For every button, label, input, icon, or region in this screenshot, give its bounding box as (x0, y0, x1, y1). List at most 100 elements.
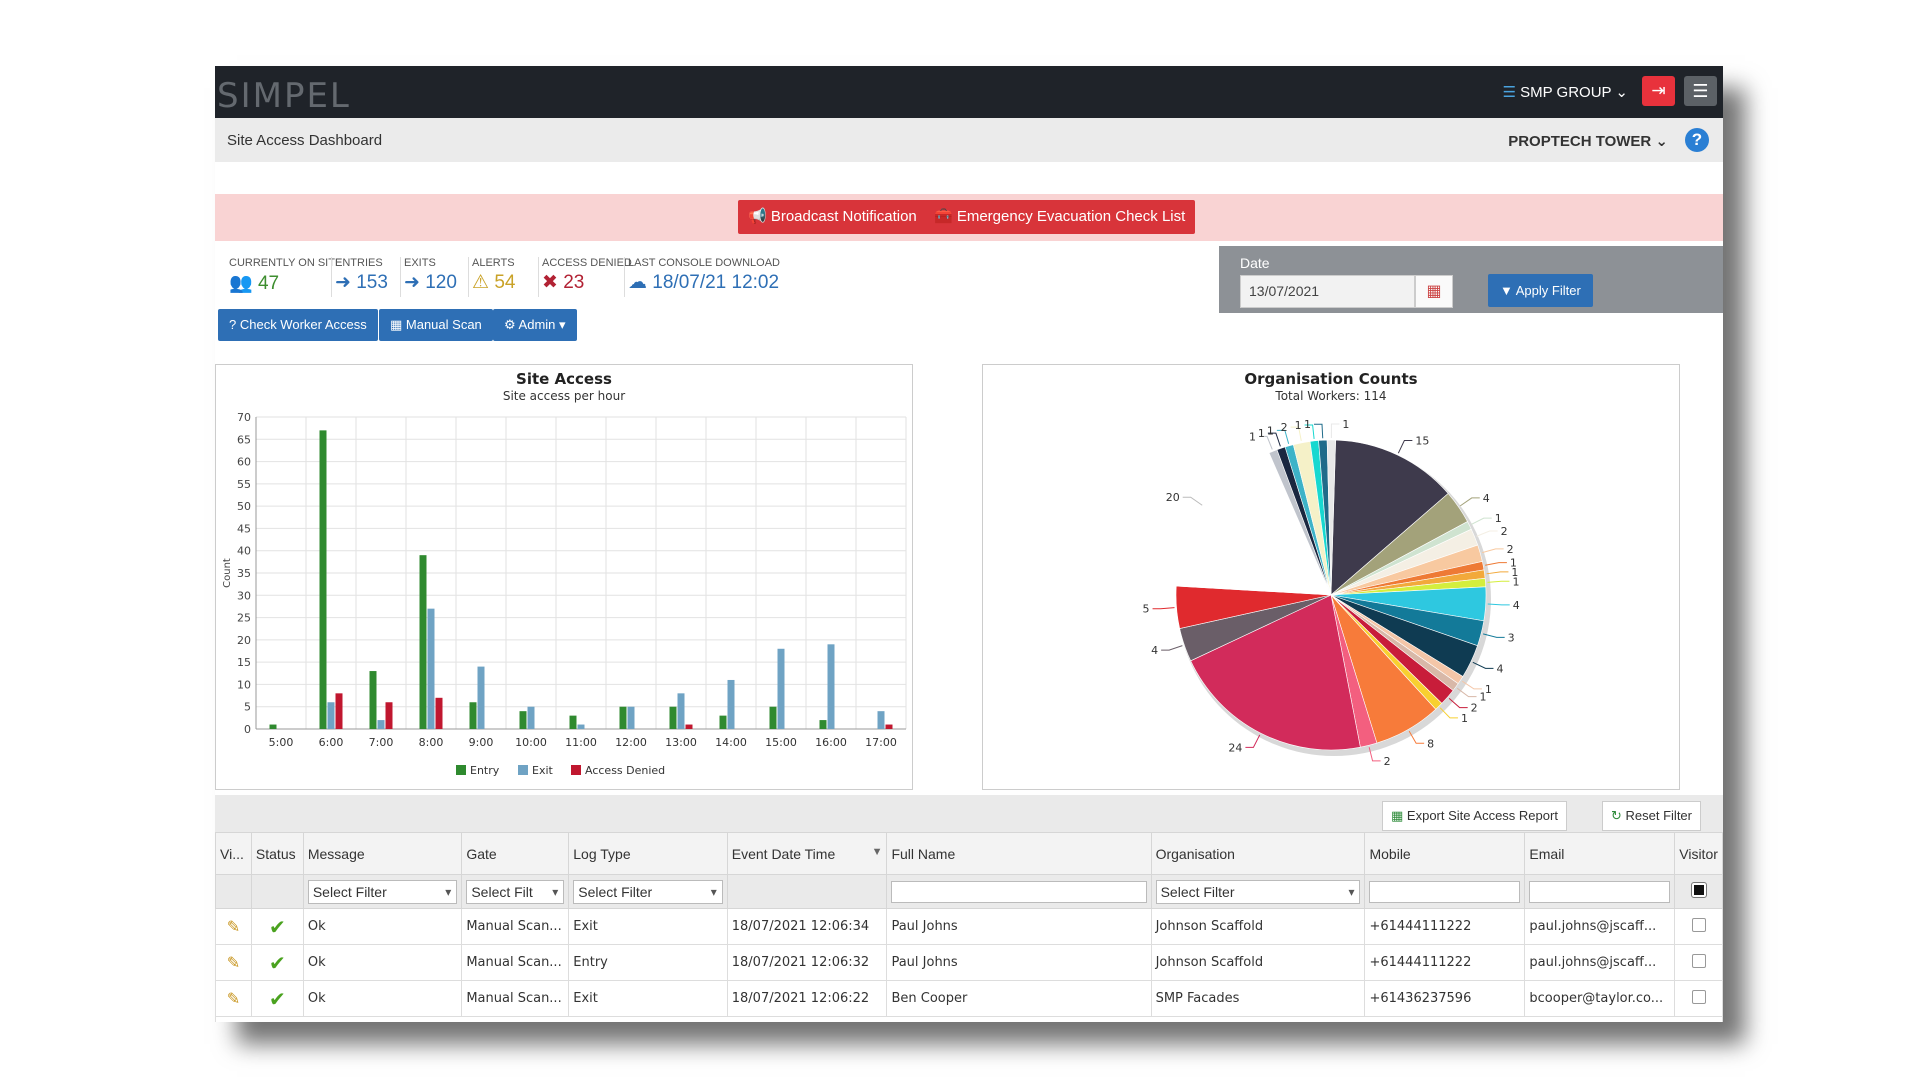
mobile-filter-input[interactable] (1369, 880, 1521, 903)
pie-slice-label: 1 (1480, 691, 1487, 704)
col-view[interactable]: Vi... (215, 832, 252, 875)
col-event-date-time[interactable]: Event Date Time ▼ (726, 832, 888, 875)
col-message[interactable]: Message (302, 832, 463, 875)
admin-dropdown-button[interactable]: ⚙ Admin ▾ (493, 309, 577, 341)
pie-slice (1330, 439, 1449, 596)
visitor-filter-checkbox[interactable] (1690, 882, 1707, 898)
pie-slice-label: 1 (1485, 683, 1492, 696)
pie-label-connector (1397, 440, 1413, 454)
sort-down-icon: ▼ (871, 845, 883, 858)
filter-cell-empty (726, 874, 888, 909)
apply-filter-button[interactable]: ▼ Apply Filter (1488, 274, 1593, 307)
bar-entry (669, 706, 677, 729)
col-visitor[interactable]: Visitor (1674, 832, 1723, 875)
table-row[interactable]: ✎ ✔ Ok Manual Scan... Exit 18/07/2021 12:06:2… (215, 980, 1723, 1017)
bar-entry (619, 706, 627, 729)
help-icon[interactable]: ? (1685, 128, 1709, 152)
export-site-access-report-button[interactable]: ▦ Export Site Access Report (1382, 801, 1567, 831)
email-filter-input[interactable] (1529, 880, 1671, 903)
filter-cell-visitor (1674, 874, 1723, 909)
edit-pencil-icon[interactable]: ✎ (226, 917, 241, 936)
table-row[interactable]: ✎ ✔ Ok Manual Scan... Exit 18/07/2021 12:06:3… (215, 908, 1723, 945)
col-mobile[interactable]: Mobile (1364, 832, 1526, 875)
pie-label-connector (1368, 747, 1381, 762)
col-status[interactable]: Status (250, 832, 304, 875)
visitor-checkbox[interactable] (1691, 989, 1706, 1004)
partial-row-cell (215, 1016, 1723, 1022)
col-email[interactable]: Email (1524, 832, 1676, 875)
simpel-logo[interactable]: SIMPEL (217, 76, 351, 116)
check-mark-icon: ✔ (269, 950, 286, 975)
hamburger-menu-button[interactable]: ☰ (1684, 76, 1717, 106)
stat-label: ACCESS DENIED (542, 257, 632, 269)
stat-number: 47 (257, 273, 280, 294)
edit-pencil-icon[interactable]: ✎ (226, 953, 241, 972)
y-tick-label: 70 (237, 411, 251, 424)
bar-entry (469, 702, 477, 729)
pie-slice-label: 4 (1151, 644, 1158, 657)
pie-label-connector (1304, 424, 1315, 439)
site-selector[interactable]: PROPTECH TOWER ⌄ (1508, 133, 1668, 150)
col-log-type[interactable]: Log Type (568, 832, 728, 875)
status-cell: ✔ (250, 980, 304, 1017)
col-organisation[interactable]: Organisation (1150, 832, 1366, 875)
message-filter-select[interactable]: Select Filter (307, 879, 458, 904)
pie-slice-label: 24 (1228, 741, 1242, 754)
logout-button[interactable]: ⇥ (1642, 76, 1675, 106)
pie-label-connector (1486, 571, 1509, 575)
manual-scan-button[interactable]: ▦ Manual Scan (379, 309, 493, 341)
y-tick-label: 30 (237, 589, 251, 602)
full-name-cell: Paul Johns (886, 944, 1152, 981)
email-cell: bcooper@taylor.co... (1524, 980, 1676, 1017)
stat-separator (331, 257, 332, 297)
calendar-icon: ▦ (1426, 283, 1442, 300)
view-cell: ✎ (215, 980, 252, 1017)
x-tick-label: 17:00 (865, 736, 897, 749)
email-cell: paul.johns@jscaff... (1524, 908, 1676, 945)
stat-label: EXITS (404, 257, 436, 269)
pie-slice-label: 2 (1471, 702, 1478, 715)
bar-access-denied (385, 702, 393, 729)
pie-label-connector (1276, 429, 1290, 444)
gate-cell: Manual Scan... (461, 908, 570, 945)
stat-label: LAST CONSOLE DOWNLOAD (628, 257, 780, 269)
filter-cell-log-type: Select Filter (568, 874, 728, 909)
broadcast-notification-button[interactable]: 📢 Broadcast Notification (738, 200, 927, 234)
pie-chart-title: Organisation Counts (1244, 370, 1417, 388)
stat-number: 153 (356, 272, 388, 293)
edit-pencil-icon[interactable]: ✎ (226, 989, 241, 1008)
pie-label-connector (1290, 426, 1302, 441)
check-mark-icon: ✔ (269, 914, 286, 939)
organisation-filter-select[interactable]: Select Filter (1155, 879, 1361, 904)
event-datetime-cell: 18/07/2021 12:06:32 (726, 944, 888, 981)
org-group-menu[interactable]: ☰ SMP GROUP ⌄ (1503, 83, 1628, 101)
bar-exit (777, 648, 785, 729)
col-full-name[interactable]: Full Name (886, 832, 1152, 875)
x-tick-label: 10:00 (515, 736, 547, 749)
site-access-grid: ▦ Export Site Access Report ↻ Reset Filt… (215, 795, 1723, 1022)
date-input[interactable]: 13/07/2021 (1240, 275, 1415, 308)
check-worker-access-button[interactable]: ? Check Worker Access (218, 309, 378, 341)
emergency-evacuation-button[interactable]: 🧰 Emergency Evacuation Check List (924, 200, 1196, 234)
stat-label: ALERTS (472, 257, 515, 269)
stat-label: ENTRIES (335, 257, 383, 269)
bar-access-denied (885, 724, 893, 729)
full-name-filter-input[interactable] (891, 880, 1147, 903)
pie-slice-label: 1 (1510, 557, 1517, 570)
gate-filter-select[interactable]: Select Filt (466, 879, 565, 904)
visitor-checkbox[interactable] (1691, 953, 1706, 968)
log-type-filter-select[interactable]: Select Filter (573, 879, 723, 904)
table-row[interactable]: ✎ ✔ Ok Manual Scan... Entry 18/07/2021 12:06:… (215, 944, 1723, 981)
stat-item: CURRENTLY ON SITE 👥 47 (229, 257, 342, 295)
visitor-checkbox[interactable] (1691, 917, 1706, 932)
message-cell: Ok (302, 980, 463, 1017)
gate-cell: Manual Scan... (461, 944, 570, 981)
pie-label-connector (1487, 580, 1510, 583)
col-gate[interactable]: Gate (461, 832, 570, 875)
log-type-cell: Entry (568, 944, 728, 981)
stat-separator (538, 257, 539, 297)
reset-filter-button[interactable]: ↻ Reset Filter (1602, 801, 1701, 831)
bar-access-denied (685, 724, 693, 729)
calendar-button[interactable]: ▦ (1415, 275, 1453, 308)
